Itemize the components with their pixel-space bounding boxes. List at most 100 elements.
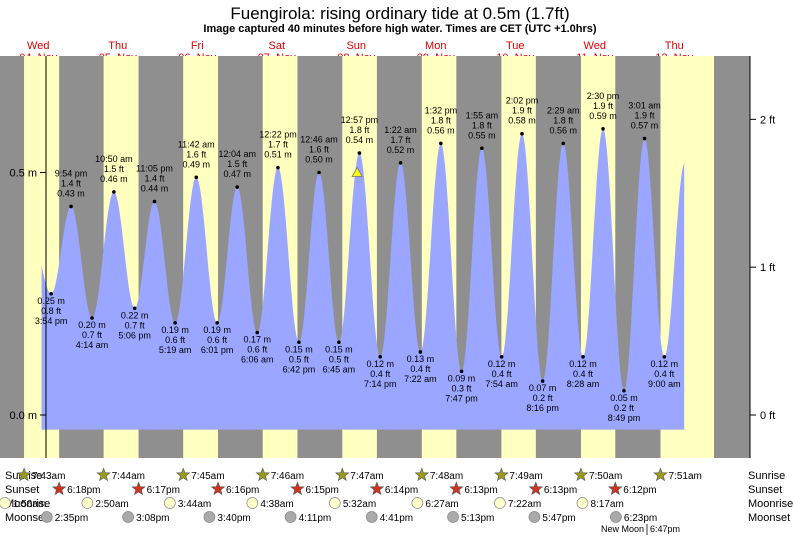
high-tide-ft: 1.8 ft [553,115,574,125]
high-tide-ft: 1.6 ft [309,145,330,155]
high-tide-point [235,185,240,189]
high-tide-point [439,141,443,146]
sunset-time: 6:12pm [623,485,656,496]
high-tide-point [601,127,605,131]
low-tide-ft: 0.4 ft [410,364,431,374]
high-tide-m: 0.52 m [387,145,415,155]
moonset-icon [447,511,459,523]
sunrise-time: 7:51am [669,471,702,482]
high-tide-m: 0.44 m [141,184,169,194]
moonset-time: 4:41pm [380,513,413,524]
moonset-icon [284,511,297,523]
moonset-time: 6:23pm [624,513,657,524]
moonrise-icon [246,497,259,509]
high-tide-ft: 1.5 ft [104,164,125,174]
sunrise-icon [653,467,668,482]
high-tide-point [642,136,647,141]
high-tide-time: 12:04 am [218,149,256,159]
high-tide-m: 0.54 m [346,135,374,145]
sunrise-icon [414,467,430,482]
high-tide-time: 9:54 pm [55,168,88,178]
low-tide-point [581,355,585,359]
high-tide-m: 0.55 m [468,130,496,140]
high-tide-ft: 1.6 ft [186,149,207,159]
high-tide-m: 0.59 m [589,111,617,121]
low-tide-m: 0.22 m [121,310,149,320]
high-tide-point [357,151,362,155]
right-tick-label: 0 ft [760,410,775,422]
low-tide-ft: 0.5 ft [289,354,310,364]
day-name: Mon [425,40,446,52]
sunrise-time: 7:46am [271,471,304,482]
low-tide-time: 8:49 pm [608,413,641,423]
sunset-row-label-left: Sunset [5,484,39,496]
low-tide-time: 7:54 am [485,379,518,389]
day-name: Sun [346,40,366,52]
moonrise-time: 2:50am [95,499,128,510]
astro-rows: SunriseSunriseSunsetSunsetMoonriseMoonri… [0,467,793,535]
high-tide-point [276,165,280,170]
high-tide-ft: 1.9 ft [512,106,533,116]
high-tide-time: 12:46 am [300,135,338,145]
sunrise-icon [573,467,589,482]
low-tide-m: 0.15 m [285,344,313,354]
low-tide-time: 8:28 am [567,379,600,389]
low-tide-m: 0.19 m [203,325,231,335]
moonrise-time: 7:22am [508,499,541,510]
sunrise-icon [334,467,350,482]
high-tide-time: 12:22 pm [259,130,297,140]
plot-area: 0.25 m0.8 ft3:54 pm9:54 pm1.4 ft0.43 m0.… [0,56,750,458]
low-tide-ft: 0.5 ft [329,354,350,364]
low-tide-ft: 0.3 ft [452,383,473,393]
sunset-time: 6:15pm [305,485,338,496]
low-tide-m: 0.12 m [366,359,394,369]
sunset-time: 6:16pm [226,485,259,496]
high-tide-time: 12:57 pm [341,115,379,125]
low-tide-time: 6:45 am [323,364,356,374]
sunrise-icon [255,467,271,482]
sunset-time: 6:13pm [464,485,497,496]
sunrise-time: 7:49am [509,471,542,482]
high-tide-m: 0.49 m [182,159,210,169]
low-tide-ft: 0.2 ft [614,403,635,413]
low-tide-ft: 0.7 ft [125,320,146,330]
high-tide-m: 0.56 m [549,125,577,135]
high-tide-m: 0.43 m [57,188,85,198]
sunrise-time: 7:48am [430,471,463,482]
low-tide-time: 4:14 am [76,340,109,350]
high-tide-point [561,141,566,146]
high-tide-ft: 1.9 ft [593,101,614,111]
low-tide-ft: 0.4 ft [573,369,594,379]
high-tide-ft: 1.4 ft [61,178,82,188]
sunset-time: 6:18pm [67,485,100,496]
low-tide-point [662,355,667,359]
low-tide-time: 7:14 pm [364,379,397,389]
low-tide-point [499,355,504,359]
sunrise-time: 7:50am [589,471,622,482]
sunset-icon [51,481,67,496]
high-tide-time: 11:42 am [178,139,215,149]
day-name: Wed [584,40,606,52]
sunset-row-label-right: Sunset [748,484,782,496]
high-tide-ft: 1.8 ft [472,120,493,130]
high-tide-m: 0.50 m [305,155,333,165]
moonset-icon [528,511,541,523]
high-tide-m: 0.47 m [223,169,251,179]
low-tide-ft: 0.4 ft [492,369,513,379]
moonset-time: 5:13pm [461,513,494,524]
low-tide-time: 6:01 pm [201,345,234,355]
sunset-time: 6:14pm [385,485,418,496]
moonrise-icon [576,497,589,509]
high-tide-m: 0.57 m [631,121,659,131]
sunset-time: 6:13pm [544,485,577,496]
moonrise-icon [0,497,11,509]
high-tide-time: 1:22 am [384,125,417,135]
low-tide-time: 7:47 pm [445,393,478,403]
high-tide-point [69,204,73,209]
right-axis-ticks: 0 ft 1 ft 2 ft [750,114,775,422]
sunrise-time: 7:44am [112,471,145,482]
low-tide-time: 5:06 pm [118,330,151,340]
moonset-icon [365,511,378,523]
moonrise-icon [81,497,94,509]
